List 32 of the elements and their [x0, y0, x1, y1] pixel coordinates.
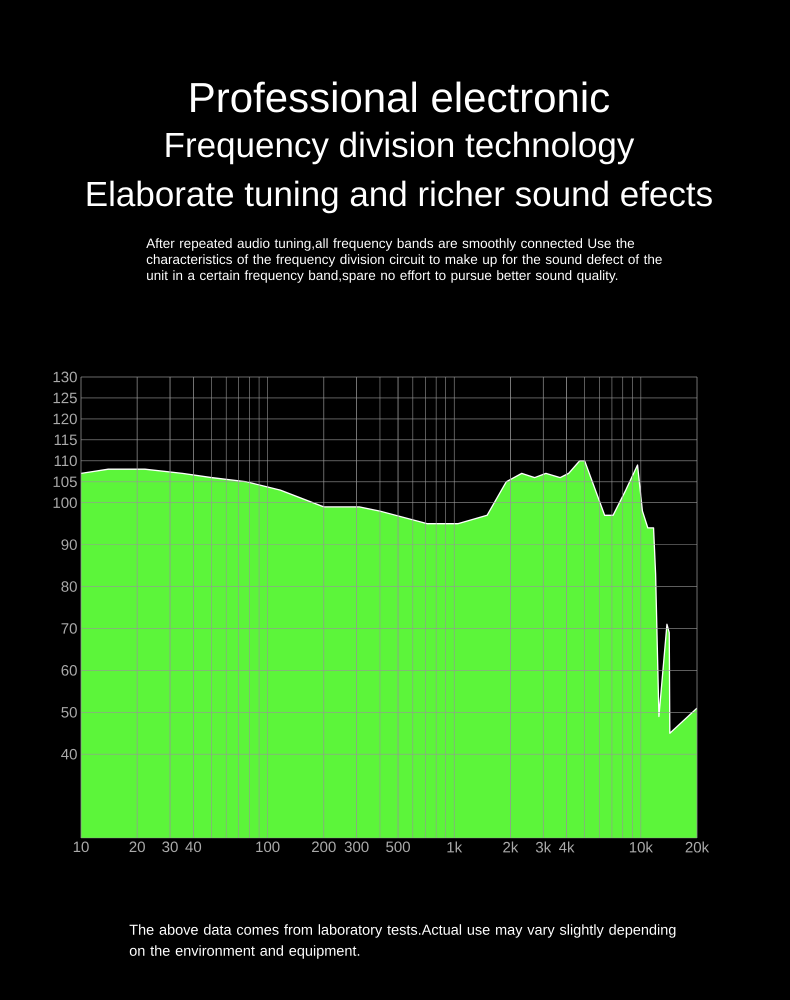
x-tick-label: 100	[256, 842, 280, 852]
x-tick-label: 20k	[686, 842, 710, 853]
text: Elaborate tuning and richer sound efects	[88, 180, 712, 214]
y-tick-label: 115	[54, 434, 77, 446]
x-tick-label: 4k	[559, 842, 575, 852]
y-tick-label: 105	[54, 476, 77, 488]
text: The above data comes from laboratory tests.Actual use may vary slightly depending on the environment and equipment.	[130, 924, 676, 959]
x-tick-label: 500	[386, 842, 410, 852]
x-tick-label: 1k	[447, 842, 462, 852]
x-tick-label: 300	[344, 842, 369, 852]
x-tick-label: 10	[74, 842, 89, 852]
x-tick-label: 40	[185, 842, 202, 852]
y-tick-label: 50	[61, 706, 77, 718]
x-tick-label: 10k	[630, 842, 653, 853]
y-tick-label: 120	[54, 414, 77, 424]
x-tick-label: 2k	[503, 842, 518, 852]
x-tick-label: 200	[312, 842, 336, 852]
chart-title: Professional electronic	[191, 82, 610, 112]
chart-subtitle: Frequency division technology	[166, 132, 634, 164]
y-tick-label: 40	[61, 748, 77, 760]
y-tick-label: 110	[54, 455, 77, 466]
text: After repeated audio tuning,all frequency bands are smoothly connected Use the characteristics of the frequency division circuit to make up for the sound defect of the unit in a certain frequency band,spare no effort to pursue better sound quality.	[146, 238, 662, 283]
y-tick-label: 60	[62, 665, 77, 676]
y-tick-label: 80	[61, 581, 77, 592]
x-tick-label: 20	[130, 842, 145, 852]
x-tick-label: 3k	[536, 842, 552, 853]
y-tick-label: 125	[54, 392, 77, 404]
y-tick-label: 100	[54, 497, 77, 508]
y-tick-label: 130	[54, 372, 77, 382]
y-tick-label: 70	[62, 623, 77, 634]
y-tick-label: 90	[61, 539, 77, 550]
x-tick-label: 30	[162, 842, 178, 852]
